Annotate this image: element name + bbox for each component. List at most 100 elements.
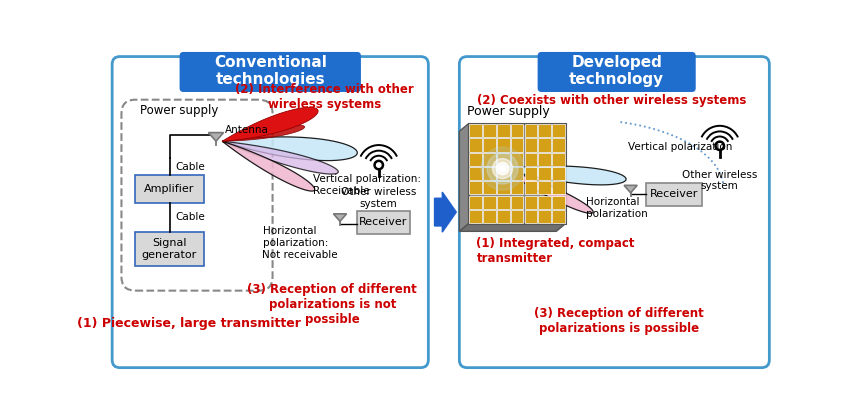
Bar (538, 153, 551, 166)
Text: Horizontal
polarization:
Not receivable: Horizontal polarization: Not receivable (262, 226, 338, 260)
Bar (470, 167, 482, 180)
Text: Vertical polarization: Vertical polarization (629, 142, 733, 152)
Text: Cable: Cable (175, 162, 205, 172)
Bar (511, 124, 524, 137)
Bar (483, 153, 495, 166)
Circle shape (493, 159, 513, 178)
Text: Amplifier: Amplifier (144, 184, 194, 194)
Circle shape (500, 165, 506, 172)
Bar (525, 210, 538, 223)
Bar (538, 139, 551, 152)
Bar (552, 153, 565, 166)
Polygon shape (222, 141, 338, 174)
Bar (483, 124, 495, 137)
FancyBboxPatch shape (180, 52, 361, 92)
Text: Developed
technology: Developed technology (569, 55, 664, 87)
Bar (483, 210, 495, 223)
Bar (511, 153, 524, 166)
Bar (525, 139, 538, 152)
Bar (470, 181, 482, 194)
FancyBboxPatch shape (459, 57, 770, 368)
Bar (552, 181, 565, 194)
Polygon shape (208, 133, 224, 141)
Circle shape (715, 141, 724, 150)
Polygon shape (222, 125, 304, 141)
Bar (483, 167, 495, 180)
Bar (511, 210, 524, 223)
Text: Signal
generator: Signal generator (142, 238, 197, 260)
Text: (3) Reception of different
polarizations is not
possible: (3) Reception of different polarizations… (248, 283, 417, 326)
Text: Receiver: Receiver (359, 217, 408, 227)
FancyArrow shape (434, 192, 457, 232)
Bar (511, 181, 524, 194)
Circle shape (374, 160, 384, 170)
Polygon shape (502, 168, 593, 213)
Polygon shape (624, 185, 637, 193)
Circle shape (487, 153, 518, 184)
Bar (497, 167, 509, 180)
Polygon shape (222, 108, 318, 141)
Text: (1) Integrated, compact
transmitter: (1) Integrated, compact transmitter (476, 236, 635, 265)
Bar (469, 123, 566, 223)
Bar (511, 139, 524, 152)
Bar (357, 210, 409, 234)
Bar (483, 181, 495, 194)
Bar (525, 124, 538, 137)
Bar (497, 139, 509, 152)
Text: Horizontal
polarization: Horizontal polarization (586, 197, 648, 219)
Text: (2) Interference with other
wireless systems: (2) Interference with other wireless sys… (235, 83, 414, 110)
Text: Receiver: Receiver (650, 189, 698, 200)
Bar (538, 124, 551, 137)
Bar (646, 183, 702, 206)
Text: Power supply: Power supply (467, 105, 550, 118)
Polygon shape (334, 214, 347, 221)
Circle shape (717, 144, 722, 148)
Bar (552, 210, 565, 223)
Circle shape (496, 163, 509, 175)
Bar (511, 196, 524, 209)
Text: Power supply: Power supply (140, 104, 218, 117)
Text: Conventional
technologies: Conventional technologies (214, 55, 327, 87)
Polygon shape (222, 137, 357, 160)
Circle shape (377, 163, 381, 167)
Bar (470, 210, 482, 223)
Bar (470, 153, 482, 166)
Bar (552, 124, 565, 137)
Bar (538, 196, 551, 209)
FancyBboxPatch shape (538, 52, 696, 92)
Bar (538, 210, 551, 223)
Text: Vertical polarization:
Receivable: Vertical polarization: Receivable (313, 174, 421, 196)
Bar (552, 139, 565, 152)
Polygon shape (459, 123, 469, 231)
Text: (1) Piecewise, large transmitter: (1) Piecewise, large transmitter (77, 317, 301, 330)
Bar (497, 124, 509, 137)
Bar (552, 196, 565, 209)
Bar (497, 210, 509, 223)
Bar (135, 175, 205, 203)
Bar (497, 196, 509, 209)
Text: Other wireless
system: Other wireless system (341, 187, 416, 209)
Text: (3) Reception of different
polarizations is possible: (3) Reception of different polarizations… (534, 307, 703, 336)
Bar (470, 124, 482, 137)
Bar (135, 232, 205, 266)
FancyBboxPatch shape (112, 57, 428, 368)
Bar (525, 153, 538, 166)
Bar (511, 167, 524, 180)
Bar (525, 196, 538, 209)
Circle shape (481, 147, 525, 190)
Text: Other wireless
system: Other wireless system (682, 170, 758, 192)
Text: Cable: Cable (175, 213, 205, 223)
Bar (552, 167, 565, 180)
Bar (483, 196, 495, 209)
Bar (497, 181, 509, 194)
Polygon shape (502, 166, 626, 185)
Bar (538, 167, 551, 180)
Text: Antenna: Antenna (225, 126, 269, 136)
Polygon shape (459, 223, 566, 231)
Text: (2) Coexists with other wireless systems: (2) Coexists with other wireless systems (476, 94, 746, 107)
Bar (497, 153, 509, 166)
Bar (525, 167, 538, 180)
Bar (470, 139, 482, 152)
Bar (483, 139, 495, 152)
Bar (470, 196, 482, 209)
